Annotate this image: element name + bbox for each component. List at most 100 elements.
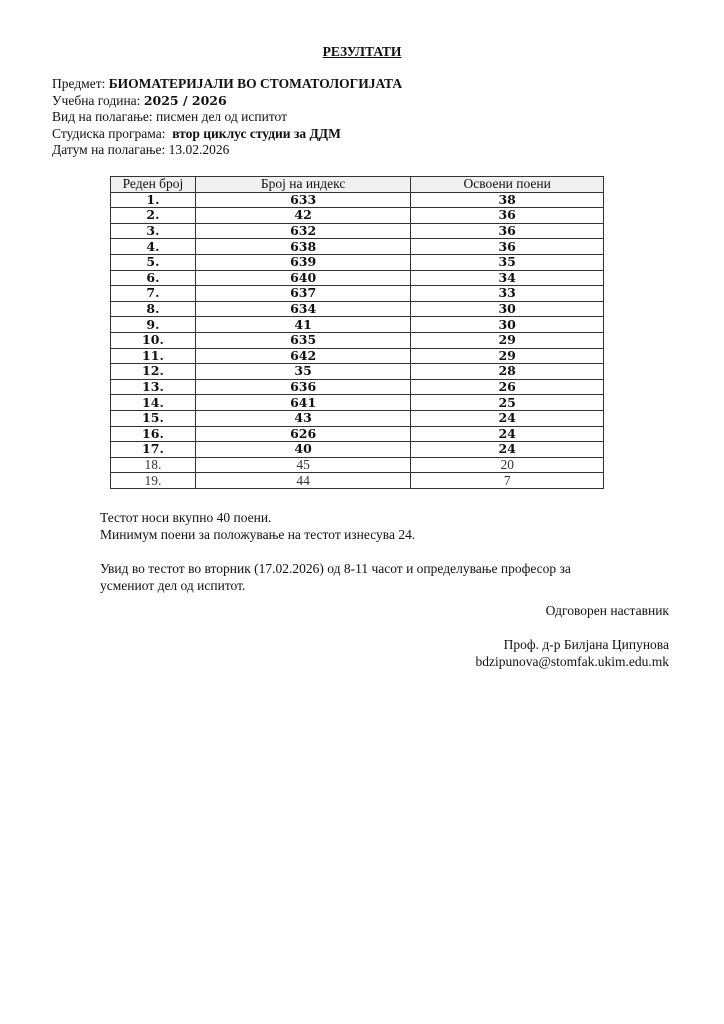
- cell-order-number: 19.: [110, 472, 196, 489]
- table-row: 18. 45 20: [110, 456, 604, 474]
- table-row: 7. 637 33: [110, 285, 604, 302]
- cell-order-number: 15.: [110, 409, 196, 427]
- year-value: 2025 / 2026: [143, 92, 227, 108]
- signature-role: Одговорен наставник: [545, 603, 669, 618]
- cell-index-number: 637: [194, 285, 412, 302]
- cell-index-number: 626: [194, 425, 412, 443]
- cell-order-number: 12.: [110, 363, 196, 380]
- table-row: 5. 639 35: [110, 253, 604, 271]
- cell-points: 36: [410, 222, 604, 240]
- cell-index-number: 44: [194, 472, 412, 489]
- signature-email: bdzipunova@stomfak.ukim.edu.mk: [475, 654, 669, 669]
- header-index-number: Број на индекс: [194, 176, 412, 193]
- subject-value: БИОМАТЕРИЈАЛИ ВО СТОМАТОЛОГИЈАТА: [108, 76, 403, 91]
- signature-block: Одговорен наставник Проф. д-р Билјана Ци…: [475, 602, 669, 670]
- cell-points: 25: [410, 394, 604, 411]
- cell-index-number: 635: [194, 331, 412, 349]
- cell-index-number: 636: [194, 378, 412, 396]
- cell-order-number: 11.: [110, 347, 196, 365]
- notes: Тестот носи вкупно 40 поени. Минимум пое…: [100, 509, 571, 594]
- cell-order-number: 17.: [110, 441, 196, 458]
- cell-index-number: 42: [194, 207, 412, 224]
- cell-index-number: 633: [194, 191, 412, 209]
- cell-order-number: 10.: [110, 331, 196, 349]
- exam-type: Вид на полагање: писмен дел од испитот: [52, 109, 288, 124]
- cell-index-number: 41: [194, 316, 412, 333]
- cell-index-number: 634: [194, 300, 412, 318]
- table-row: 3. 632 36: [110, 222, 604, 240]
- cell-points: 7: [410, 472, 604, 489]
- total-points-note: Тестот носи вкупно 40 поени.: [100, 510, 272, 525]
- cell-points: 38: [410, 191, 604, 209]
- table-row: 19. 44 7: [110, 472, 604, 489]
- cell-index-number: 639: [194, 253, 412, 271]
- minimum-points-note: Минимум поени за положување на тестот из…: [100, 527, 416, 542]
- signature-name: Проф. д-р Билјана Ципунова: [503, 637, 669, 652]
- cell-order-number: 18.: [110, 456, 196, 474]
- table-row: 10. 635 29: [110, 331, 604, 349]
- cell-order-number: 16.: [110, 425, 196, 443]
- cell-order-number: 14.: [110, 394, 196, 411]
- table-row: 15. 43 24: [110, 409, 604, 427]
- cell-index-number: 45: [194, 456, 412, 474]
- cell-points: 34: [410, 269, 604, 287]
- cell-points: 29: [410, 347, 604, 365]
- cell-points: 30: [410, 300, 604, 318]
- header-points: Освоени поени: [410, 176, 604, 193]
- cell-order-number: 5.: [110, 253, 196, 271]
- cell-order-number: 6.: [110, 269, 196, 287]
- document-title: РЕЗУЛТАТИ: [322, 44, 402, 59]
- subject-label: Предмет:: [52, 76, 109, 91]
- year-label: Учебна година:: [52, 92, 144, 108]
- table-row: 1. 633 38: [110, 191, 604, 209]
- cell-points: 26: [410, 378, 604, 396]
- exam-date: Датум на полагање: 13.02.2026: [52, 142, 230, 157]
- cell-order-number: 2.: [110, 207, 196, 224]
- table-row: 2. 42 36: [110, 207, 604, 224]
- cell-points: 24: [410, 409, 604, 427]
- table-row: 8. 634 30: [110, 300, 604, 318]
- cell-index-number: 641: [194, 394, 412, 411]
- cell-order-number: 13.: [110, 378, 196, 396]
- cell-index-number: 640: [194, 269, 412, 287]
- cell-index-number: 632: [194, 222, 412, 240]
- cell-points: 24: [410, 425, 604, 443]
- table-row: 11. 642 29: [110, 347, 604, 365]
- program-label: Студиска програма:: [52, 125, 173, 141]
- cell-points: 20: [410, 456, 604, 474]
- cell-index-number: 35: [194, 363, 412, 380]
- cell-index-number: 40: [194, 441, 412, 458]
- cell-points: 28: [410, 363, 604, 380]
- table-row: 9. 41 30: [110, 316, 604, 333]
- year-line: Учебна година: 2025 / 2026: [52, 93, 402, 110]
- cell-order-number: 9.: [110, 316, 196, 333]
- table-row: 17. 40 24: [110, 441, 604, 458]
- cell-points: 33: [410, 285, 604, 302]
- cell-points: 36: [410, 207, 604, 224]
- review-note-line-2: усмениот дел од испитот.: [100, 578, 246, 593]
- review-note-line-1: Увид во тестот во вторник (17.02.2026) о…: [100, 561, 571, 576]
- program-line: Студиска програма: втор циклус студии за…: [52, 126, 402, 143]
- table-row: 12. 35 28: [110, 363, 604, 380]
- table-row: 14. 641 25: [110, 394, 604, 411]
- cell-points: 30: [410, 316, 604, 333]
- cell-order-number: 4.: [110, 238, 196, 255]
- table-row: 4. 638 36: [110, 238, 604, 255]
- exam-metadata: Предмет: БИОМАТЕРИЈАЛИ ВО СТОМАТОЛОГИЈАТ…: [52, 76, 402, 159]
- table-header-row: Реден број Број на индекс Освоени поени: [110, 176, 604, 193]
- cell-points: 24: [410, 441, 604, 458]
- cell-points: 29: [410, 331, 604, 349]
- results-table: Реден број Број на индекс Освоени поени …: [110, 176, 604, 489]
- cell-points: 36: [410, 238, 604, 255]
- table-row: 6. 640 34: [110, 269, 604, 287]
- cell-index-number: 43: [194, 409, 412, 427]
- subject-line: Предмет: БИОМАТЕРИЈАЛИ ВО СТОМАТОЛОГИЈАТ…: [52, 76, 402, 93]
- program-value: втор циклус студии за ДДМ: [172, 125, 341, 141]
- cell-order-number: 8.: [110, 300, 196, 318]
- cell-order-number: 3.: [110, 222, 196, 240]
- cell-order-number: 1.: [110, 191, 196, 209]
- cell-index-number: 642: [194, 347, 412, 365]
- cell-points: 35: [410, 253, 604, 271]
- table-row: 13. 636 26: [110, 378, 604, 396]
- cell-order-number: 7.: [110, 285, 196, 302]
